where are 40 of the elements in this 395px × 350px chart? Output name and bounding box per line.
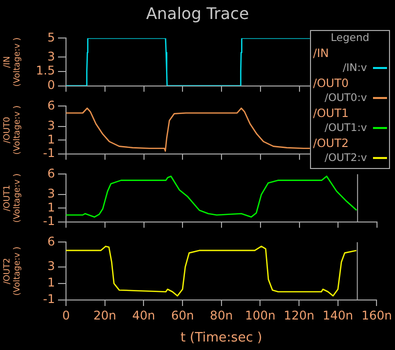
y-tick-label: 6 (47, 234, 55, 248)
x-tick-label: 0 (62, 308, 70, 322)
annotation: /OUT0 (313, 76, 350, 90)
x-axis-title: t (Time:sec ) (180, 330, 262, 346)
y-tick-label: 6 (47, 98, 55, 112)
x-tick-label: 140n (322, 308, 354, 322)
y-tick-label: 1.5 (36, 64, 55, 78)
annotation: /IN (313, 46, 330, 60)
y-tick-label: 6 (47, 166, 55, 180)
y-tick-label: 3 (47, 49, 55, 64)
y-tick-label: 3 (47, 259, 55, 274)
y-tick-label: 1 (47, 132, 55, 146)
y-tick-label: 0 (47, 78, 55, 92)
annotation: /OUT1 (313, 106, 350, 120)
y-tick-label: 3 (47, 186, 55, 201)
y-tick-label: -1 (43, 214, 55, 228)
y-tick-label: 5 (47, 30, 55, 44)
y-tick-label: 3 (47, 118, 55, 133)
y-axis-title: /IN (Voltage:v ) (2, 37, 23, 87)
x-tick-label: 120n (284, 308, 314, 322)
x-tick-label: 160n (361, 308, 392, 322)
x-tick-label: 60n (171, 308, 194, 322)
annotation: /OUT2 (313, 136, 350, 150)
y-tick-label: -1 (43, 146, 55, 160)
x-tick-label: 20n (93, 308, 116, 322)
x-tick-label: 40n (132, 308, 156, 322)
legend-label: /OUT2:v (324, 152, 367, 164)
y-tick-label: 1 (47, 200, 55, 214)
legend-label: /IN:v (342, 62, 367, 74)
y-tick-label: -1 (43, 292, 55, 306)
y-axis-title: /OUT0 (Voltage:v ) (2, 105, 23, 155)
legend-label: /OUT1:v (324, 122, 367, 134)
x-tick-label: 100n (244, 308, 276, 322)
y-axis-title: /OUT2 (Voltage:v ) (2, 246, 23, 296)
y-axis-title: /OUT1 (Voltage:v ) (2, 173, 23, 223)
legend-label: /OUT0:v (324, 92, 367, 104)
legend-title: Legend (330, 32, 370, 44)
x-tick-label: 80n (210, 308, 233, 322)
y-tick-label: 1 (47, 276, 55, 290)
chart-title: Analog Trace (146, 4, 249, 23)
